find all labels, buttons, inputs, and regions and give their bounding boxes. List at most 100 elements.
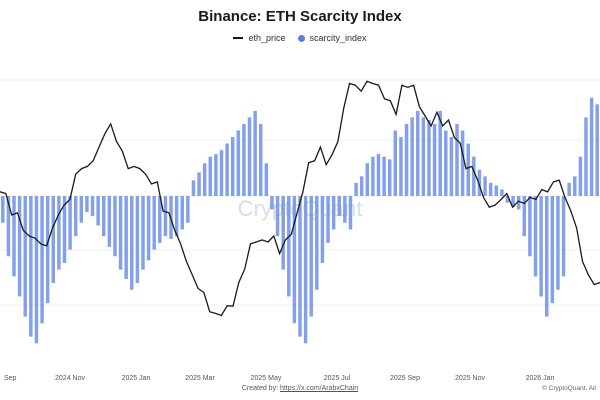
scarcity-bar (578, 156, 583, 196)
scarcity-bar (264, 163, 269, 196)
scarcity-bar (152, 196, 156, 250)
scarcity-bar (544, 196, 549, 317)
legend-item-eth-price[interactable]: eth_price (233, 33, 286, 43)
scarcity-bar (376, 154, 381, 196)
scarcity-bar (230, 137, 235, 196)
scarcity-bar (348, 196, 353, 230)
legend-item-scarcity-index[interactable]: scarcity_index (297, 33, 367, 43)
scarcity-bar (186, 196, 190, 223)
scarcity-bar (449, 137, 454, 196)
scarcity-bar (180, 196, 184, 230)
scarcity-bar (158, 196, 162, 243)
scarcity-bar (236, 130, 241, 196)
scarcity-bar (12, 196, 16, 277)
scarcity-bar (399, 137, 403, 196)
x-tick-label: 2025 Jan (122, 375, 151, 382)
scarcity-bar (219, 150, 224, 196)
scarcity-bar (174, 196, 179, 237)
scarcity-bar (416, 110, 420, 196)
scarcity-bar (247, 117, 252, 196)
scarcity-bar (567, 182, 571, 196)
eth-price-line (0, 80, 600, 317)
scarcity-bar (432, 123, 437, 196)
scarcity-bar (214, 154, 218, 196)
scarcity-bar (315, 196, 319, 290)
scarcity-bar (124, 196, 128, 280)
created-by-link[interactable]: https://x.com/ArabxChain (279, 385, 359, 392)
scarcity-bar (460, 130, 465, 196)
scarcity-bar (102, 196, 106, 237)
legend-label-eth-price: eth_price (248, 33, 286, 43)
scarcity-bar (404, 123, 409, 196)
scarcity-bar (533, 196, 538, 277)
scarcity-bar (259, 123, 263, 196)
scarcity-bar (79, 196, 84, 223)
x-tick-label: 2025 May (251, 375, 282, 382)
scarcity-bar (253, 110, 257, 196)
legend-dot-marker (297, 34, 305, 42)
scarcity-bar (410, 117, 414, 196)
scarcity-bar (191, 180, 196, 196)
scarcity-bar (146, 196, 151, 261)
scarcity-bar (113, 196, 117, 257)
scarcity-bar (17, 196, 22, 297)
scarcity-bar (62, 196, 67, 263)
scarcity-bar (393, 130, 398, 196)
scarcity-bar (292, 196, 297, 324)
scarcity-bar (550, 196, 555, 304)
scarcity-bar (270, 196, 274, 210)
scarcity-bar (90, 196, 95, 217)
scarcity-bar (57, 196, 61, 270)
scarcity-bar (202, 163, 207, 196)
scarcity-bar (118, 196, 123, 270)
scarcity-bar (556, 196, 560, 290)
scarcity-bar (444, 130, 448, 196)
created-by-label: Created by: (241, 385, 280, 392)
scarcity-bar (6, 196, 11, 257)
scarcity-bar (141, 196, 145, 270)
x-tick-label: 2025 Mar (185, 375, 215, 382)
legend-line-marker (233, 37, 244, 39)
scarcity-bar (208, 156, 213, 196)
scarcity-bar (197, 172, 201, 196)
scarcity-bar (427, 120, 431, 196)
x-tick-label: 2024 Nov (55, 375, 85, 382)
scarcity-bar (51, 196, 56, 284)
scarcity-bar (281, 196, 285, 270)
legend-label-scarcity-index: scarcity_index (309, 33, 367, 43)
scarcity-bar (85, 196, 89, 213)
scarcity-bar (528, 196, 532, 257)
scarcity-bar (371, 156, 375, 196)
scarcity-bar (573, 176, 577, 196)
scarcity-bar (354, 182, 358, 196)
x-tick-label: 2025 Nov (455, 375, 485, 382)
scarcity-bar (387, 159, 392, 196)
scarcity-bar (539, 196, 543, 297)
scarcity-bar (320, 196, 325, 263)
scarcity-bar (275, 196, 280, 237)
scarcity-bar (309, 196, 313, 317)
scarcity-bar (73, 196, 78, 237)
scarcity-bar (522, 196, 527, 237)
scarcity-bar (225, 143, 229, 196)
scarcity-bar (483, 176, 487, 196)
scarcity-bar (466, 143, 470, 196)
scarcity-bar (421, 117, 426, 196)
footer-credit: Created by: https://x.com/ArabxChain (0, 385, 600, 392)
scarcity-bar (337, 196, 341, 217)
scarcity-bar (107, 196, 112, 247)
scarcity-bar (472, 156, 476, 196)
scarcity-bars (1, 97, 599, 344)
scarcity-bar (23, 196, 27, 317)
scarcity-bar (511, 196, 515, 207)
scarcity-bar (589, 97, 594, 196)
x-tick-label: Sep (4, 375, 17, 382)
scarcity-bar (96, 196, 100, 226)
scarcity-bar (561, 196, 566, 277)
legend: eth_price scarcity_index (0, 33, 600, 43)
scarcity-bar (494, 185, 498, 196)
scarcity-bar (303, 196, 308, 344)
scarcity-bar (68, 196, 72, 250)
